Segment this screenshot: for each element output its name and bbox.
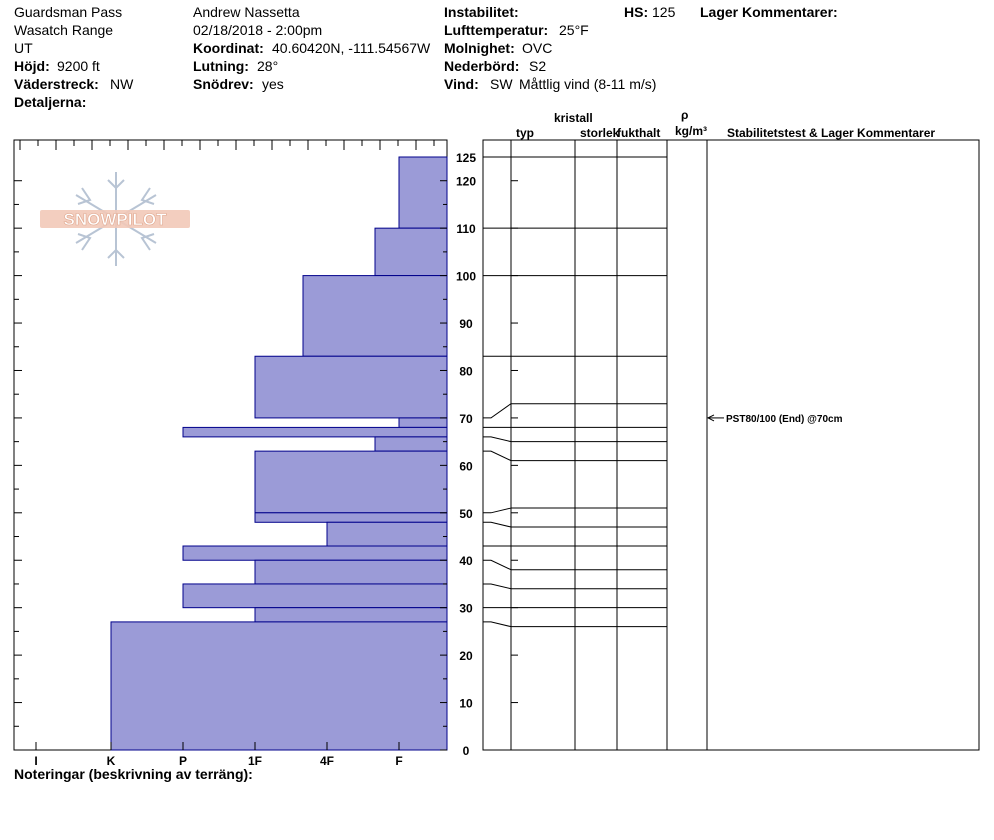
hardness-bar-8: [254, 512, 448, 523]
observation-datetime: 02/18/2018 - 2:00pm: [193, 22, 323, 38]
hardness-bar-10: [182, 545, 448, 561]
observer-name: Andrew Nassetta: [193, 4, 300, 20]
hardness-bar-6: [374, 436, 448, 452]
boundary-connector-48: [483, 521, 512, 528]
stability-arrow-head-0: [706, 414, 715, 422]
density-unit-header: kg/m³: [675, 124, 708, 138]
depth-tick-label-120: 120: [456, 175, 476, 189]
boundary-connector-63: [483, 450, 512, 462]
drift-value: yes: [262, 76, 284, 92]
boundary-connector-70: [483, 403, 512, 419]
boundary-connector-66: [483, 436, 512, 443]
wind-value: Måttlig vind (8-11 m/s): [519, 76, 657, 92]
coordinate-value: 40.60420N, -111.54567W: [272, 40, 431, 56]
precip-value: S2: [529, 58, 547, 74]
airtemp-label: Lufttemperatur:: [444, 22, 549, 38]
depth-tick-label-30: 30: [459, 602, 473, 616]
size-header: storlek: [580, 126, 620, 140]
depth-tick-label-40: 40: [459, 554, 473, 568]
hardness-bar-4: [398, 417, 448, 428]
depth-tick-label-80: 80: [459, 364, 473, 378]
wind-direction: SW: [490, 76, 513, 92]
hardness-bar-1: [374, 227, 448, 277]
slope-label: Lutning:: [193, 58, 249, 74]
rho-header: ρ: [681, 108, 689, 122]
boundary-connector-50: [483, 507, 512, 514]
hardness-bar-12: [182, 583, 448, 609]
stability-header: Stabilitetstest & Lager Kommentarer: [727, 126, 936, 140]
airtemp-value: 25°F: [559, 22, 589, 38]
hardness-bar-13: [254, 607, 448, 623]
elevation-value: 9200 ft: [57, 58, 100, 74]
logo-text: SNOWPILOT: [64, 210, 168, 229]
hardness-label-4F: 4F: [320, 754, 334, 768]
hardness-bar-2: [302, 275, 448, 357]
type-header: typ: [516, 126, 534, 140]
state: UT: [14, 40, 33, 56]
aspect-value: NW: [110, 76, 134, 92]
snowpilot-logo: SNOWPILOT: [40, 172, 190, 266]
boundary-connector-40: [483, 559, 512, 571]
hardness-label-F: F: [395, 754, 402, 768]
wind-label: Vind:: [444, 76, 479, 92]
depth-tick-label-50: 50: [459, 507, 473, 521]
hardness-bar-0: [398, 156, 448, 229]
elevation-label: Höjd:: [14, 58, 50, 74]
crystal-header: kristall: [554, 111, 593, 125]
location-name: Guardsman Pass: [14, 4, 123, 20]
depth-tick-label-100: 100: [456, 270, 476, 284]
hardness-bar-9: [326, 521, 448, 547]
slope-value: 28°: [257, 58, 279, 74]
notes-label: Noteringar (beskrivning av terräng):: [14, 766, 253, 782]
boundary-connector-27: [483, 621, 512, 628]
depth-tick-label-0: 0: [463, 744, 470, 758]
depth-tick-label-125: 125: [456, 151, 476, 165]
mountain-range: Wasatch Range: [14, 22, 114, 38]
coordinate-label: Koordinat:: [193, 40, 264, 56]
hardness-bar-5: [182, 426, 448, 438]
depth-tick-label-10: 10: [459, 697, 473, 711]
hardness-bar-3: [254, 355, 448, 419]
depth-tick-label-110: 110: [456, 222, 476, 236]
depth-tick-label-90: 90: [459, 317, 473, 331]
layer-table-frame: [482, 139, 980, 751]
boundary-connector-35: [483, 583, 512, 590]
aspect-label: Väderstreck:: [14, 76, 99, 92]
sky-label: Molnighet:: [444, 40, 515, 56]
sky-value: OVC: [522, 40, 553, 56]
moisture-header: fukthalt: [617, 126, 661, 140]
precip-label: Nederbörd:: [444, 58, 520, 74]
hardness-bar-11: [254, 559, 448, 585]
stability-test-label-0: PST80/100 (End) @70cm: [726, 414, 843, 425]
depth-tick-label-20: 20: [459, 649, 473, 663]
hardness-bar-14: [110, 621, 448, 751]
hs-label: HS:: [624, 4, 649, 20]
depth-tick-label-60: 60: [459, 459, 473, 473]
layer-comments-label: Lager Kommentarer:: [700, 4, 838, 20]
details-label: Detaljerna:: [14, 94, 87, 110]
hs-value: 125: [652, 4, 676, 20]
depth-tick-label-70: 70: [459, 412, 473, 426]
instability-label: Instabilitet:: [444, 4, 519, 20]
hardness-bar-7: [254, 450, 448, 514]
drift-label: Snödrev:: [193, 76, 254, 92]
